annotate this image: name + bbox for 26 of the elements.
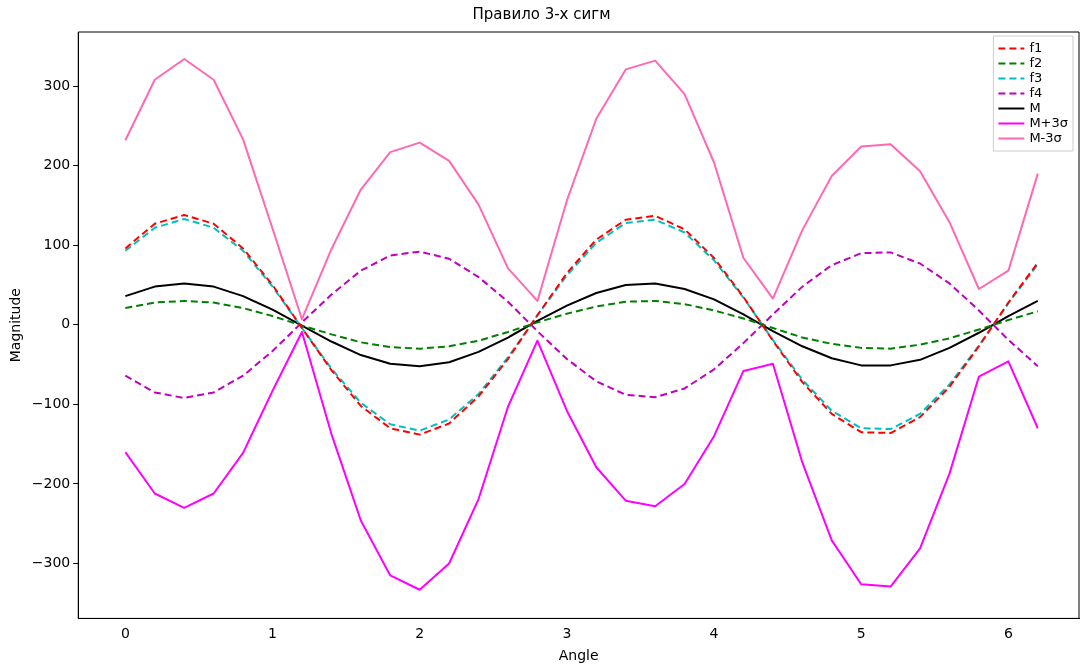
- y-tick-label: 100: [43, 235, 71, 252]
- x-tick-label: 6: [1003, 625, 1013, 642]
- y-tick-label: −100: [31, 395, 71, 412]
- x-tick-label: 4: [709, 625, 719, 642]
- legend-label: f3: [1029, 69, 1043, 85]
- x-tick-label: 0: [120, 625, 130, 642]
- line-series: [124, 250, 1039, 399]
- x-axis-title: Angle: [558, 647, 599, 664]
- legend-label: M-3σ: [1029, 129, 1062, 145]
- legend-label: f1: [1029, 39, 1043, 55]
- x-tick-label: 2: [415, 625, 425, 642]
- legend-label: M: [1029, 99, 1041, 115]
- y-tick-label: −200: [31, 474, 71, 491]
- legend-label: f4: [1029, 84, 1043, 100]
- y-axis-title: Magnitude: [7, 288, 24, 363]
- y-tick-label: 0: [61, 315, 71, 332]
- x-tick-label: 1: [268, 625, 277, 642]
- x-tick-label: 5: [856, 625, 866, 642]
- line-series: [124, 299, 1039, 350]
- legend-label: M+3σ: [1029, 114, 1069, 130]
- chart-title: Правило 3-х сигм: [472, 4, 611, 23]
- x-tick-label: 3: [562, 625, 572, 642]
- y-tick-label: 300: [43, 76, 71, 93]
- y-tick-label: 200: [43, 156, 71, 173]
- y-tick-label: −300: [31, 554, 71, 571]
- legend-label: f2: [1029, 54, 1043, 70]
